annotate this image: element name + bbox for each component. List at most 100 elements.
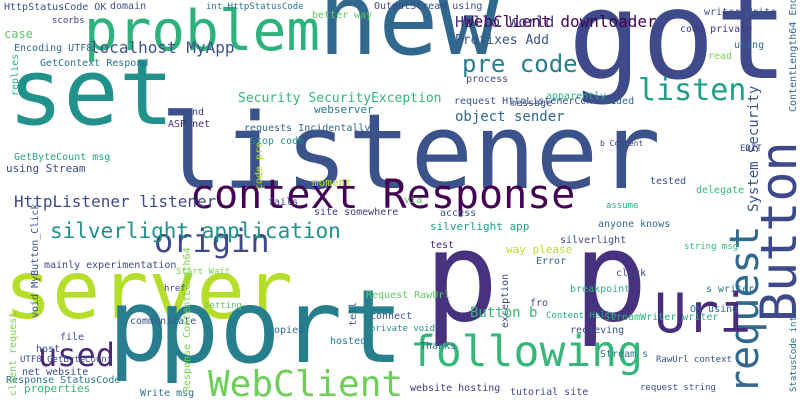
word: via xyxy=(404,195,422,206)
word: request HttpListenerContext xyxy=(454,96,617,107)
word: HttpListener listener xyxy=(14,192,217,211)
word: setting xyxy=(204,301,242,311)
word: moment xyxy=(312,176,352,189)
word: Write msg xyxy=(140,388,194,399)
word: HttpStatusCode OK xyxy=(4,2,106,13)
word: assume xyxy=(606,201,639,211)
word: mainly experimentation xyxy=(44,260,176,271)
word: anyone knows xyxy=(598,219,670,230)
word: Prefixes Add xyxy=(455,33,549,48)
word: pre code xyxy=(462,50,578,78)
word: context Response xyxy=(190,172,575,218)
word: ContentLength64 Encoding xyxy=(788,0,799,112)
word: WebClient xyxy=(208,364,403,400)
word: set xyxy=(8,39,174,146)
word: requests Incidentally xyxy=(244,123,370,134)
word: case xyxy=(4,27,33,41)
word: fails xyxy=(268,197,298,208)
word: Error xyxy=(536,256,566,267)
word: code pre xyxy=(254,142,265,190)
word: apparently xyxy=(546,91,606,102)
word: port xyxy=(158,268,404,387)
word: recieving xyxy=(570,325,624,336)
word: tutorial site xyxy=(510,387,588,398)
word: localhost MyApp xyxy=(90,38,235,57)
word: tell xyxy=(348,302,359,326)
word: using Stream xyxy=(6,162,86,175)
word: Uri xyxy=(654,282,752,345)
word: tested xyxy=(650,176,686,187)
word: got xyxy=(568,0,788,107)
word: GetContext Respond xyxy=(40,58,148,69)
word: webserver xyxy=(314,103,374,116)
word: ASP net xyxy=(168,119,210,130)
word: OutputStream using xyxy=(374,1,482,12)
word: breakpoint xyxy=(570,284,630,295)
word: code private xyxy=(680,24,752,35)
word: properties xyxy=(24,382,90,395)
word: scorbs xyxy=(52,16,85,26)
word: p p xyxy=(424,206,648,350)
word: silverlight application xyxy=(50,219,341,243)
word: added xyxy=(604,96,634,107)
word: request xyxy=(722,225,768,394)
word: Security SecurityException xyxy=(238,91,442,106)
word: Request RawUrl xyxy=(366,290,450,301)
word: listener xyxy=(160,91,661,213)
word: writer Write xyxy=(704,7,776,18)
word: process xyxy=(466,74,508,85)
word: WebClient downloader xyxy=(464,12,657,31)
word: Response StatusCode xyxy=(6,375,120,386)
word: access xyxy=(440,208,476,219)
word: Button b xyxy=(470,305,537,321)
word: StreamWriter writer xyxy=(604,312,718,323)
word: used xyxy=(38,336,115,374)
word: copied xyxy=(268,325,304,336)
word: better way xyxy=(312,10,372,21)
word: click xyxy=(616,268,646,279)
word: problem xyxy=(84,0,320,64)
word: net website xyxy=(22,367,88,378)
word: origin xyxy=(154,222,270,260)
word: Content Hello xyxy=(546,311,616,321)
word: Thanks xyxy=(420,341,456,352)
word: request string xyxy=(640,383,716,393)
word: hosted xyxy=(330,336,366,347)
word: href xyxy=(164,284,186,294)
word: following xyxy=(410,327,643,377)
word: silverlight app xyxy=(430,220,529,233)
word: Response ContentLength64 xyxy=(182,248,193,393)
word: Button xyxy=(750,141,800,322)
word: connect xyxy=(370,311,412,322)
word: host xyxy=(36,344,60,355)
word: website hosting xyxy=(410,383,500,394)
word: domain xyxy=(110,1,146,12)
word: exception xyxy=(500,274,511,328)
word: b Content xyxy=(600,139,644,148)
word: Stop code xyxy=(250,136,304,147)
word: message xyxy=(510,98,552,109)
word: test xyxy=(430,240,454,251)
word: Start Wait xyxy=(176,267,230,277)
word: new xyxy=(318,0,499,78)
word: using xyxy=(734,40,764,51)
word: read xyxy=(708,51,732,62)
word: void MyButton_Click xyxy=(30,204,41,318)
word: delegate xyxy=(696,185,744,196)
word: silverlight xyxy=(560,235,626,246)
word: listen xyxy=(638,73,746,108)
word: file xyxy=(60,332,84,343)
word: Hello World xyxy=(455,13,554,31)
word: string msg xyxy=(684,242,738,252)
word: private void xyxy=(370,324,435,334)
word: EDIT xyxy=(740,144,762,154)
word: Encoding UTF8 xyxy=(14,43,92,54)
word: Stream s xyxy=(600,349,648,360)
word: fro xyxy=(530,298,548,309)
word: UTF8 GetByteCount xyxy=(20,355,112,365)
word: way please xyxy=(506,243,572,256)
word: OK using xyxy=(690,304,738,315)
word: RawUrl context xyxy=(656,355,732,365)
